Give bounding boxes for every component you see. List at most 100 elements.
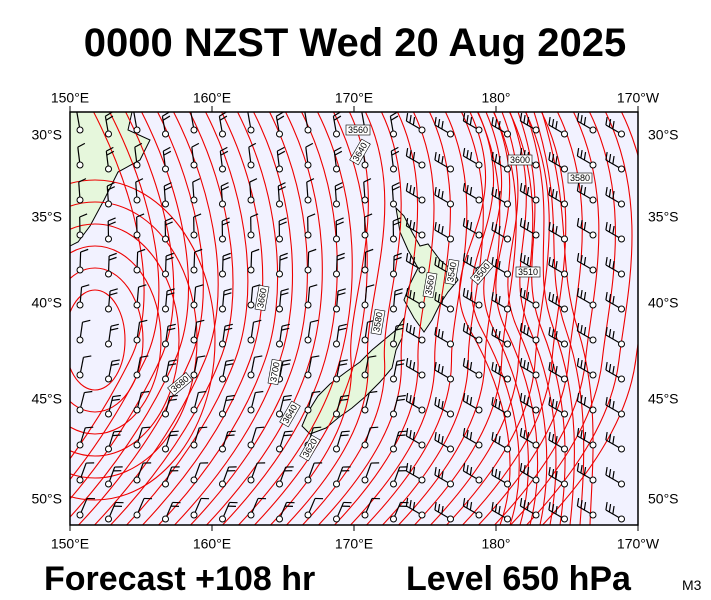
barb-feather	[580, 115, 583, 124]
contour-label-box	[507, 154, 533, 166]
station	[333, 480, 340, 488]
lat-label: 45°S	[648, 391, 679, 407]
barb-feather	[279, 221, 287, 226]
station	[162, 305, 169, 313]
station	[390, 340, 397, 348]
barb-feather	[548, 117, 551, 126]
lon-label: 180°	[482, 90, 511, 106]
contour-label-box	[279, 400, 301, 428]
station	[219, 340, 226, 348]
station	[561, 410, 568, 418]
contour-line	[70, 112, 145, 460]
barb-feather	[466, 255, 469, 264]
station	[447, 305, 454, 313]
station	[504, 480, 511, 488]
station	[76, 301, 84, 309]
station	[589, 231, 597, 239]
barb-feather	[219, 112, 227, 117]
station	[618, 200, 625, 208]
contour-label: 3560	[422, 271, 438, 299]
station	[390, 270, 397, 278]
station	[190, 126, 198, 134]
barb-feather	[434, 467, 437, 476]
barb-feather	[583, 327, 587, 336]
station	[105, 270, 112, 278]
barb-feather	[576, 428, 580, 437]
barb-feather	[526, 117, 530, 126]
barb-feather	[498, 191, 501, 200]
station	[162, 445, 169, 453]
barb-feather	[494, 224, 498, 233]
barb-feather	[555, 331, 558, 340]
barb-feather	[310, 319, 319, 323]
station	[247, 301, 255, 309]
barb-feather	[280, 288, 289, 292]
barb-feather	[221, 217, 230, 222]
station	[618, 480, 625, 488]
barb-feather	[390, 115, 399, 121]
barb-feather	[551, 364, 555, 373]
barb-feather	[462, 358, 466, 367]
barb-feather	[491, 397, 494, 406]
barb-feather	[526, 362, 530, 371]
station	[361, 301, 369, 309]
contour-label: 3540	[444, 258, 460, 286]
station	[247, 336, 255, 344]
barb-feather	[78, 178, 87, 183]
barb-feather	[412, 152, 416, 161]
barb-feather	[222, 221, 230, 226]
barb-feather	[194, 248, 203, 253]
barb-feather	[555, 191, 558, 200]
barb-feather	[434, 397, 437, 406]
station	[105, 305, 112, 313]
barb-feather	[605, 502, 608, 511]
barb-feather	[437, 119, 441, 128]
barb-feather	[498, 401, 501, 410]
station	[589, 371, 597, 379]
barb-feather	[281, 323, 290, 327]
lon-label: 180°	[482, 536, 511, 552]
station	[504, 130, 511, 138]
barb-feather	[608, 154, 612, 163]
barb-feather	[519, 428, 523, 437]
station	[532, 161, 540, 169]
barb-feather	[166, 288, 175, 292]
station	[418, 266, 426, 274]
station	[219, 235, 226, 243]
barb-feather	[111, 359, 120, 362]
barb-feather	[111, 398, 120, 402]
barb-feather	[107, 186, 116, 191]
barb-feather	[165, 221, 173, 226]
barb-feather	[580, 395, 583, 404]
barb-feather	[164, 186, 173, 191]
barb-feather	[412, 117, 416, 126]
station	[361, 161, 369, 169]
contour-label-text: 3510	[518, 267, 538, 277]
barb-feather	[498, 296, 501, 305]
barb-feather	[434, 222, 437, 231]
contours	[70, 112, 638, 525]
barb-feather	[580, 465, 583, 474]
barb-feather	[494, 119, 498, 128]
barb-feather	[526, 432, 530, 441]
station	[133, 476, 141, 484]
barb-feather	[576, 358, 580, 367]
barb-feather	[466, 185, 469, 194]
station	[133, 126, 141, 134]
station	[504, 270, 511, 278]
barb-feather	[437, 294, 441, 303]
barb-feather	[580, 255, 583, 264]
contour-line	[317, 112, 419, 525]
station	[162, 375, 169, 383]
station	[561, 305, 568, 313]
station	[333, 515, 340, 523]
barb-feather	[583, 292, 587, 301]
barb-feather	[248, 142, 257, 148]
barb-feather	[409, 115, 412, 124]
barb-feather	[491, 292, 494, 301]
barb-feather	[309, 284, 318, 288]
barb-feather	[338, 323, 347, 327]
barb-feather	[84, 390, 93, 394]
barb-feather	[466, 360, 469, 369]
station	[447, 515, 454, 523]
